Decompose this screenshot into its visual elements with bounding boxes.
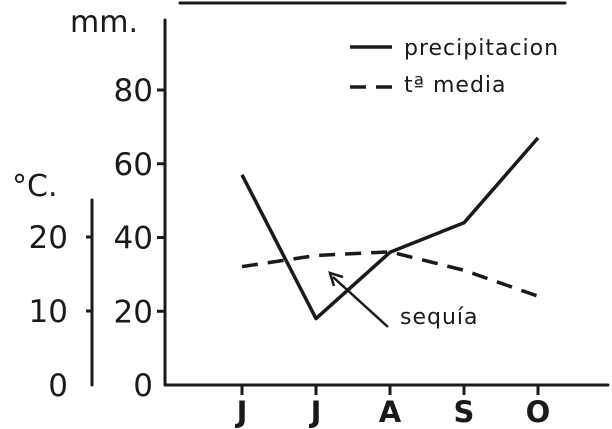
precip-tick-label: 60 <box>114 147 153 183</box>
legend-precip-label: precipitacion <box>404 36 559 61</box>
x-tick-label: J <box>235 395 248 429</box>
series-layer <box>240 136 540 321</box>
precip-tick-label: 20 <box>114 294 153 330</box>
precip-unit-label: mm. <box>70 5 138 40</box>
drought-annotation: sequía <box>328 271 479 330</box>
precipitation-line <box>240 136 540 321</box>
temp-axis-ticks: 20 10 0 <box>29 220 92 404</box>
x-tick-label: O <box>526 395 551 429</box>
drought-arrow-head <box>328 271 344 287</box>
drought-label: sequía <box>400 305 479 330</box>
precip-tick-label: 0 <box>133 368 153 404</box>
legend: precipitacion tª media <box>350 36 559 98</box>
precip-axis-ticks: 80 60 40 20 0 <box>114 73 165 404</box>
temp-tick-label: 20 <box>29 220 68 256</box>
x-tick-label: J <box>309 395 322 429</box>
temp-tick-label: 10 <box>29 294 68 330</box>
drought-arrow-line <box>332 276 389 328</box>
precip-tick-label: 80 <box>114 73 153 109</box>
temp-tick-label: 0 <box>48 368 68 404</box>
temp-unit-label: °C. <box>12 169 57 204</box>
precip-tick-label: 40 <box>114 221 153 257</box>
x-tick-label: A <box>379 395 402 429</box>
legend-temp-label: tª media <box>404 73 507 98</box>
x-tick-label: S <box>454 395 475 429</box>
